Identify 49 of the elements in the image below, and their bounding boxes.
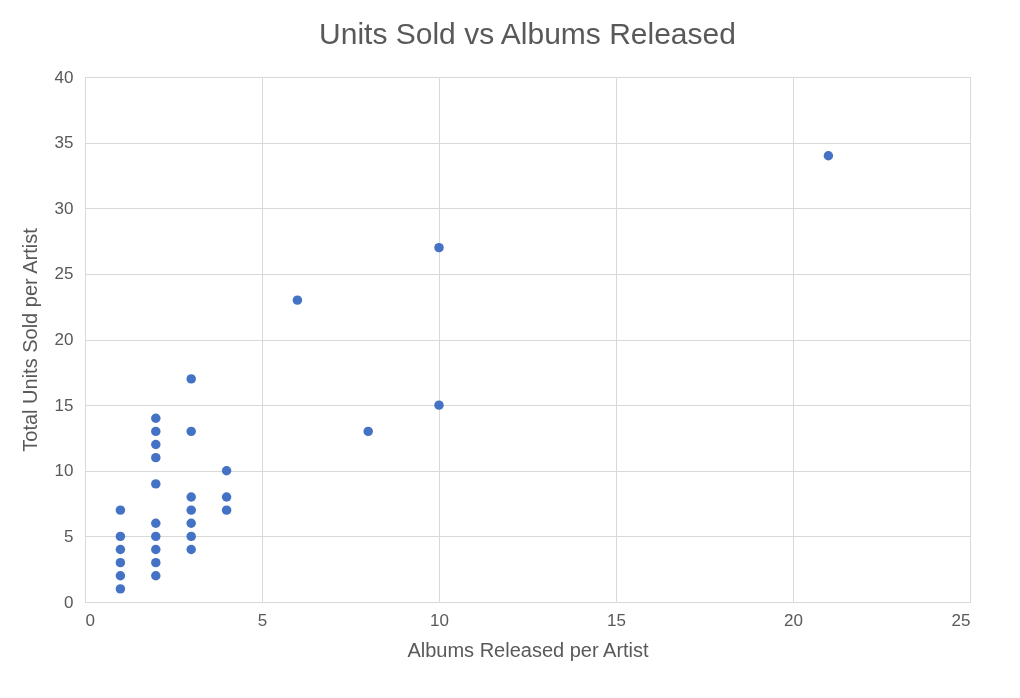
point — [115, 531, 126, 542]
point — [115, 571, 126, 581]
point — [186, 518, 196, 528]
y-tick-label: 30 — [54, 198, 74, 218]
y-tick-label: 25 — [54, 264, 74, 284]
point — [115, 584, 126, 594]
point — [221, 466, 232, 476]
x-tick-label: 20 — [784, 610, 803, 630]
point — [363, 426, 373, 437]
point — [115, 557, 126, 568]
y-tick-label: 10 — [54, 461, 74, 481]
x-tick-label: 5 — [257, 610, 268, 630]
point — [151, 426, 161, 437]
y-tick-label: 5 — [64, 526, 74, 546]
x-axis-title: Albums Released per Artist — [407, 638, 650, 661]
point — [823, 151, 834, 161]
point — [151, 479, 161, 489]
point — [186, 374, 196, 384]
point — [151, 413, 161, 423]
point — [434, 400, 444, 410]
point — [151, 531, 161, 542]
x-tick-label: 10 — [430, 610, 449, 630]
point — [115, 505, 126, 515]
point — [151, 544, 161, 555]
point — [186, 531, 196, 542]
point — [151, 452, 161, 463]
point — [186, 492, 196, 502]
point — [221, 492, 232, 502]
y-tick-label: 35 — [54, 133, 74, 153]
point — [151, 439, 161, 450]
point — [115, 544, 126, 555]
point — [151, 557, 161, 568]
point — [151, 518, 161, 528]
chart-title: Units Sold vs Albums Released — [319, 17, 736, 50]
y-tick-label: 15 — [54, 395, 74, 415]
y-tick-label: 20 — [54, 330, 74, 349]
point — [186, 505, 196, 515]
y-axis-title: Total Units Sold per Artist — [18, 227, 41, 452]
point — [434, 242, 444, 253]
point — [186, 426, 196, 437]
point — [186, 544, 196, 555]
x-tick-label: 25 — [951, 610, 971, 630]
x-tick-label: 15 — [607, 610, 626, 630]
y-tick-label: 0 — [64, 592, 74, 612]
point — [292, 295, 303, 305]
point — [221, 505, 232, 515]
x-tick-label: 0 — [85, 610, 95, 630]
y-tick-label: 40 — [54, 67, 74, 87]
point — [151, 571, 161, 581]
